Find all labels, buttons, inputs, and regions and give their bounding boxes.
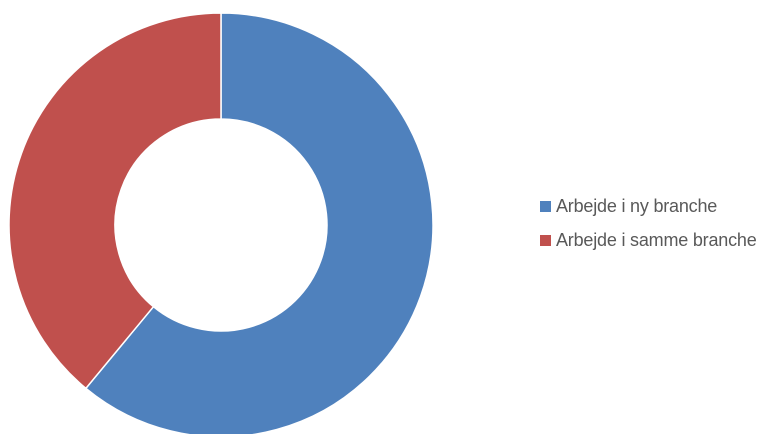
legend-item-ny-branche: Arbejde i ny branche xyxy=(540,195,757,217)
donut-slice-0 xyxy=(84,12,434,434)
legend-item-samme-branche: Arbejde i samme branche xyxy=(540,229,757,251)
chart-legend: Arbejde i ny branche Arbejde i samme bra… xyxy=(540,195,757,251)
legend-swatch-samme-branche xyxy=(540,234,551,246)
legend-label-samme-branche: Arbejde i samme branche xyxy=(556,229,757,250)
donut-slice-1 xyxy=(8,12,222,390)
legend-swatch-ny-branche xyxy=(540,200,551,212)
legend-label-ny-branche: Arbejde i ny branche xyxy=(556,195,718,216)
